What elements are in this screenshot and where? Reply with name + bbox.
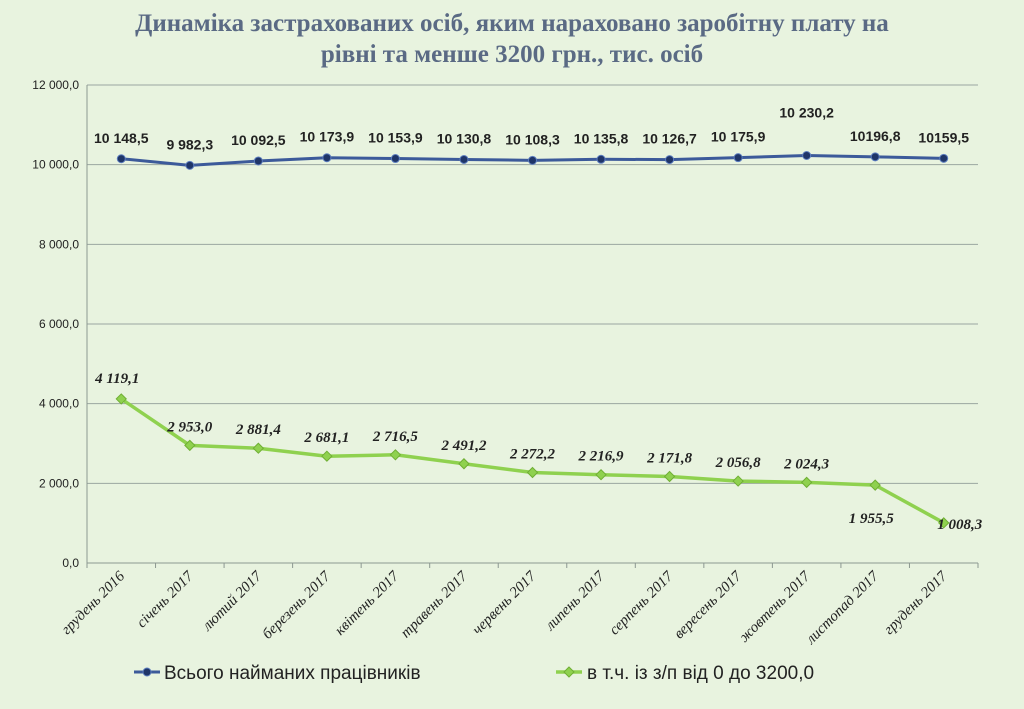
series-2-point-2 — [252, 442, 265, 454]
x-tick-label-12: грудень 2017 — [881, 567, 952, 638]
x-tick-label-10: жовтень 2017 — [736, 567, 814, 645]
series-1-data-label-7: 10 135,8 — [574, 130, 629, 146]
series-2-point-4 — [389, 449, 402, 461]
series-1-data-label-6: 10 108,3 — [505, 131, 560, 147]
y-tick-label-4: 8 000,0 — [39, 237, 79, 251]
series-1-point-9 — [733, 153, 743, 163]
series-1-point-8 — [665, 155, 675, 165]
series-2-point-8 — [663, 470, 676, 483]
chart-title-line-1: Динаміка застрахованих осіб, яким нарахо… — [135, 10, 889, 37]
legend-series-2-label: в т.ч. із з/п від 0 до 3200,0 — [587, 663, 814, 684]
series-2-data-label-8: 2 171,8 — [646, 450, 693, 466]
series-2-data-label-1: 2 953,0 — [166, 419, 213, 435]
x-tick-label-9: вересень 2017 — [671, 567, 746, 642]
y-tick-label-0: 0,0 — [62, 556, 79, 570]
x-tick-label-6: червень 2017 — [470, 567, 541, 638]
series-2-point-7 — [595, 468, 607, 481]
series-2-point-9 — [732, 475, 744, 487]
series-1-point-4 — [390, 154, 400, 164]
x-tick-label-1: січень 2017 — [134, 567, 198, 631]
series-2-point-0 — [115, 393, 127, 405]
series-1-point-3 — [322, 153, 332, 163]
series-1-point-6 — [528, 155, 537, 165]
series-2-data-label-9: 2 056,8 — [715, 455, 762, 471]
series-1-data-label-4: 10 153,9 — [368, 130, 423, 146]
series-1-data-label-5: 10 130,8 — [437, 130, 492, 146]
series-2-data-label-3: 2 681,1 — [303, 430, 349, 446]
legend-series-1-label: Всього найманих працівників — [164, 663, 421, 684]
series-1-data-label-10: 10 230,2 — [779, 104, 834, 120]
series-2-data-label-2: 2 881,4 — [235, 422, 282, 438]
series-2-point-1 — [184, 439, 196, 452]
x-tick-label-7: липень 2017 — [542, 567, 609, 634]
x-tick-label-4: квітень 2017 — [332, 567, 403, 638]
series-2-point-12 — [938, 517, 950, 529]
y-tick-label-3: 6 000,0 — [39, 317, 79, 331]
series-2-data-label-5: 2 491,2 — [440, 438, 487, 454]
series-1-point-5 — [459, 154, 469, 164]
legend-series-2-marker — [563, 666, 575, 678]
series-2-point-5 — [458, 458, 470, 470]
series-2-data-label-12: 1 008,3 — [937, 517, 983, 533]
x-tick-label-11: листопад 2017 — [803, 567, 884, 648]
series-2-data-label-10: 2 024,3 — [783, 456, 830, 472]
series-2-point-3 — [321, 450, 333, 462]
legend-series-1-marker — [142, 667, 152, 677]
series-2-data-label-11: 1 955,5 — [849, 511, 895, 527]
chart-title: Динаміка застрахованих осіб, яким нарахо… — [0, 8, 1024, 70]
series-1-data-label-0: 10 148,5 — [94, 130, 149, 146]
series-2-data-label-6: 2 272,2 — [509, 446, 556, 462]
x-tick-label-3: березень 2017 — [260, 567, 335, 642]
y-tick-label-5: 10 000,0 — [32, 158, 79, 172]
series-1-point-1 — [185, 160, 195, 170]
series-1-data-label-1: 9 982,3 — [166, 136, 213, 152]
series-2-data-label-0: 4 119,1 — [94, 371, 139, 387]
series-2-data-label-7: 2 216,9 — [578, 449, 625, 465]
series-2-data-label-4: 2 716,5 — [372, 429, 419, 445]
series-1-data-label-12: 10159,5 — [918, 129, 969, 145]
series-1-point-11 — [870, 152, 880, 162]
y-tick-label-6: 12 000,0 — [32, 78, 79, 92]
series-1-data-label-3: 10 173,9 — [300, 129, 355, 145]
series-2-point-11 — [869, 479, 881, 491]
x-tick-label-2: лютий 2017 — [199, 567, 266, 634]
series-1-point-2 — [253, 156, 263, 166]
x-tick-label-0: грудень 2016 — [59, 568, 129, 638]
series-1-data-label-2: 10 092,5 — [231, 132, 286, 148]
series-1-point-7 — [596, 154, 606, 164]
series-2-point-10 — [800, 476, 813, 489]
series-1-data-label-8: 10 126,7 — [642, 131, 697, 147]
x-tick-label-5: травень 2017 — [398, 567, 472, 641]
series-1-data-label-11: 10196,8 — [850, 128, 901, 144]
series-1-point-10 — [802, 150, 812, 160]
x-tick-label-8: серпень 2017 — [607, 567, 678, 638]
chart-title-line-2: рівні та менше 3200 грн., тис. осіб — [320, 41, 704, 68]
series-1-point-0 — [116, 154, 126, 164]
series-2-point-6 — [526, 466, 539, 479]
series-1-data-label-9: 10 175,9 — [711, 129, 766, 145]
series-1-point-12 — [939, 153, 949, 163]
y-tick-label-2: 4 000,0 — [39, 397, 79, 411]
y-tick-label-1: 2 000,0 — [39, 476, 79, 490]
